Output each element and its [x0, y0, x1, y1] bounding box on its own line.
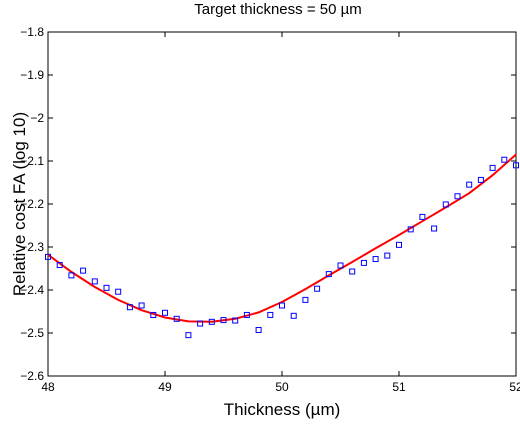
y-tick-label: −1.9 [20, 68, 44, 82]
data-point [91, 278, 98, 285]
data-point [56, 262, 63, 269]
data-point [337, 262, 344, 269]
x-tick-label: 49 [158, 380, 172, 394]
y-tick-label: −1.8 [20, 25, 44, 39]
y-tick-label: −2.4 [20, 283, 44, 297]
data-point [372, 256, 379, 263]
data-markers-layer [45, 156, 519, 339]
data-point [349, 268, 356, 275]
data-point [396, 241, 402, 248]
data-point [68, 272, 75, 279]
x-axis-label: Thickness (µm) [224, 400, 341, 419]
data-point [501, 156, 508, 163]
data-point [489, 164, 496, 171]
chart-title: Target thickness = 50 µm [194, 1, 361, 18]
y-tick-label: −2.3 [20, 240, 44, 254]
x-tick-label: 48 [41, 380, 55, 394]
y-tick-label: −2.5 [20, 326, 44, 340]
y-tick-label: −2.1 [20, 154, 44, 168]
data-point [208, 318, 215, 325]
data-point [325, 271, 332, 278]
data-point [279, 302, 285, 309]
data-point [302, 296, 309, 303]
plot-area [47, 31, 517, 377]
ticks-layer: 48 49 50 51 52 −2.6 −2.5 −2.4 −2.3 −2.2 −2.1 −2 −1.9… [20, 25, 520, 394]
data-point [466, 181, 473, 188]
data-point [407, 226, 414, 233]
data-point [419, 213, 426, 220]
data-point [173, 315, 180, 322]
data-point [431, 225, 438, 232]
data-point [45, 253, 51, 260]
data-point [150, 311, 157, 318]
data-point [384, 252, 391, 259]
fit-line-layer [47, 153, 517, 323]
data-point [243, 311, 250, 318]
fit-curve [47, 153, 517, 323]
data-point [103, 284, 110, 291]
data-point [126, 304, 133, 311]
x-tick-label: 51 [392, 380, 406, 394]
data-point [115, 288, 122, 295]
data-point [162, 309, 168, 316]
data-point [360, 259, 367, 266]
y-tick-label: −2.6 [20, 369, 44, 383]
x-tick-label: 50 [275, 380, 289, 394]
data-point [267, 311, 274, 318]
x-tick-label: 52 [509, 380, 520, 394]
data-point [197, 320, 204, 327]
data-point [477, 176, 484, 183]
data-point [454, 193, 461, 200]
data-point [138, 302, 145, 309]
data-point [314, 285, 321, 292]
data-point [255, 326, 262, 333]
y-axis-label: Relative cost FA (log 10) [10, 112, 29, 296]
y-tick-label: −2 [30, 111, 44, 125]
data-point [290, 312, 297, 319]
data-point [513, 162, 519, 169]
data-point [220, 317, 227, 324]
y-tick-label: −2.2 [20, 197, 44, 211]
data-point [185, 332, 192, 339]
data-point [232, 317, 239, 324]
data-point [80, 267, 87, 274]
data-point [442, 201, 449, 208]
